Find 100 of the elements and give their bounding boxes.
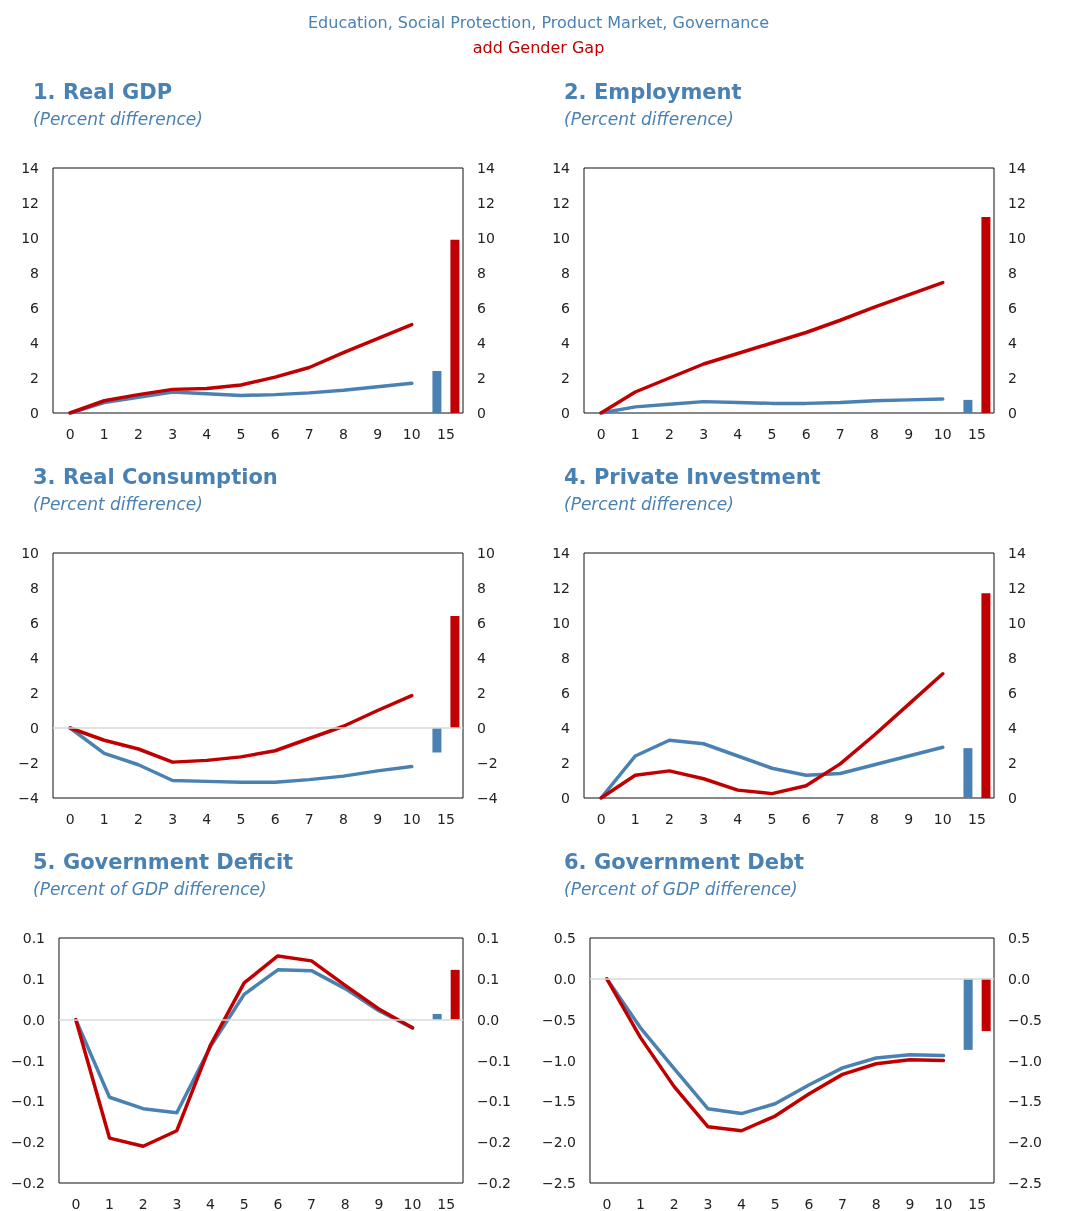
x-tick-label: 5 xyxy=(236,811,246,827)
x-tick-label: 6 xyxy=(270,811,280,827)
x-tick-label: 1 xyxy=(630,811,640,827)
y2-tick-label: 10 xyxy=(477,545,495,561)
x-tick-label: 3 xyxy=(699,426,709,442)
x-tick-label: 5 xyxy=(239,1196,249,1211)
x-tick-label: 8 xyxy=(871,1196,881,1211)
y-tick-label: −0.5 xyxy=(542,1011,576,1028)
y-tick-label: 6 xyxy=(30,615,40,631)
x-tick-label: 0 xyxy=(602,1196,612,1211)
y-tick-label: 14 xyxy=(21,160,40,176)
chart-title: 5. Government Deficit xyxy=(33,849,294,874)
y-tick-label: 10 xyxy=(21,230,39,246)
y2-tick-label: 2 xyxy=(477,370,486,386)
x-tick-label: 9 xyxy=(904,426,914,442)
x-tick-label: 15 xyxy=(437,1196,456,1211)
y2-tick-label: −4 xyxy=(477,790,498,806)
y-tick-label: 0 xyxy=(30,405,39,421)
y-tick-label: 2 xyxy=(30,370,39,386)
chart-subtitle: (Percent difference) xyxy=(564,493,734,514)
x-tick-label: 7 xyxy=(304,811,314,827)
y-tick-label: 14 xyxy=(552,160,571,176)
y2-tick-label: 12 xyxy=(477,195,495,211)
y2-tick-label: −2 xyxy=(477,755,498,771)
x-tick-label: 2 xyxy=(133,811,143,827)
y2-tick-label: −1.0 xyxy=(1008,1052,1042,1069)
x-tick-label: 3 xyxy=(168,426,178,442)
y2-tick-label: 0 xyxy=(1008,405,1017,421)
x-tick-label: 10 xyxy=(403,1196,422,1211)
x-tick-label: 9 xyxy=(904,811,914,827)
y-tick-label: 0.5 xyxy=(553,930,576,946)
x-tick-label: 9 xyxy=(374,1196,384,1211)
line-series xyxy=(68,693,414,764)
x-tick-label: 2 xyxy=(669,1196,679,1211)
x-tick-label: 4 xyxy=(202,811,212,827)
y-tick-label: 6 xyxy=(30,300,40,316)
y-tick-label: 2 xyxy=(30,685,39,701)
y2-tick-label: 2 xyxy=(477,685,486,701)
x-tick-label: 4 xyxy=(206,1196,216,1211)
y2-tick-label: 2 xyxy=(1008,370,1017,386)
y2-tick-label: 0.5 xyxy=(1008,930,1031,946)
x-tick-label: 6 xyxy=(801,811,811,827)
y-tick-label: 0.0 xyxy=(553,970,576,987)
x-tick-label: 7 xyxy=(304,426,314,442)
x-tick-label: 6 xyxy=(804,1196,814,1211)
x-tick-label: 1 xyxy=(630,426,640,442)
chart-subtitle: (Percent difference) xyxy=(33,493,203,514)
y2-tick-label: 6 xyxy=(1008,685,1017,701)
x-tick-label: 5 xyxy=(767,811,777,827)
y2-tick-label: 10 xyxy=(1008,615,1026,631)
y-tick-label: −2 xyxy=(18,755,39,771)
x-tick-label: 9 xyxy=(905,1196,915,1211)
x-tick-label: 0 xyxy=(596,426,606,442)
x-tick-label: 8 xyxy=(869,426,879,442)
y-tick-label: 8 xyxy=(30,580,39,596)
y2-tick-label: 0.0 xyxy=(1008,970,1031,987)
y2-tick-label: 10 xyxy=(1008,230,1026,246)
y-tick-label: 12 xyxy=(552,195,570,211)
text: Education, Social Protection, Product Market, Governance xyxy=(307,12,770,34)
y-tick-label: 4 xyxy=(30,335,40,351)
y-tick-label: 0 xyxy=(561,790,570,806)
chart-subtitle: (Percent of GDP difference) xyxy=(564,878,798,899)
x-tick-label: 4 xyxy=(733,426,743,442)
text: add Gender Gap xyxy=(471,37,606,59)
y2-tick-label: 0.1 xyxy=(477,970,500,987)
y2-tick-label: −0.5 xyxy=(1008,1011,1042,1028)
x-tick-label: 10 xyxy=(934,1196,953,1211)
x-tick-label: 0 xyxy=(65,811,75,827)
y2-tick-label: 2 xyxy=(1008,755,1017,771)
y-tick-label: 8 xyxy=(30,265,39,281)
y-tick-label: 10 xyxy=(552,615,570,631)
y2-tick-label: −1.5 xyxy=(1008,1093,1042,1110)
y-tick-label: −2.5 xyxy=(542,1175,576,1191)
y2-tick-label: 6 xyxy=(1008,300,1017,316)
line-series xyxy=(599,280,945,415)
y-tick-label: 10 xyxy=(552,230,570,246)
x-tick-label: 8 xyxy=(869,811,879,827)
x-tick-label: 2 xyxy=(138,1196,148,1211)
y2-tick-label: −2.0 xyxy=(1008,1134,1042,1151)
x-tick-label: 1 xyxy=(99,426,109,442)
chart-subtitle: (Percent difference) xyxy=(564,108,734,129)
x-tick-label: 10 xyxy=(402,811,421,827)
y2-tick-label: 14 xyxy=(1008,160,1026,176)
y2-tick-label: 6 xyxy=(477,300,486,316)
y2-tick-label: 4 xyxy=(1008,720,1017,736)
y2-tick-label: −2.5 xyxy=(1008,1175,1042,1191)
x-tick-label: 10 xyxy=(402,426,421,442)
y2-tick-label: 8 xyxy=(477,580,486,596)
y-tick-label: 2 xyxy=(561,370,570,386)
y-tick-label: 4 xyxy=(30,650,40,666)
x-tick-label: 9 xyxy=(373,811,383,827)
y-tick-label: −0.2 xyxy=(11,1134,45,1151)
y-tick-label: 12 xyxy=(552,580,570,596)
x-tick-label: 10 xyxy=(933,426,952,442)
y2-tick-label: 0 xyxy=(1008,790,1017,806)
y-tick-label: −0.1 xyxy=(11,1052,45,1069)
y2-tick-label: 14 xyxy=(477,160,495,176)
x-tick-label: 5 xyxy=(770,1196,780,1211)
y-tick-label: 0.1 xyxy=(22,930,45,946)
x-tick-label: 1 xyxy=(105,1196,114,1211)
